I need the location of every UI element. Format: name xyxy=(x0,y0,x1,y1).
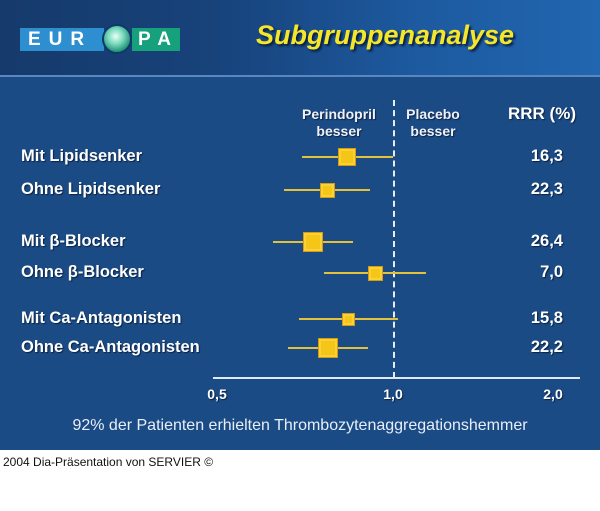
placebo-header-line2: besser xyxy=(410,123,456,139)
rrr-value: 15,8 xyxy=(530,309,563,327)
row-label: Mit Ca-Antagonisten xyxy=(21,309,182,327)
globe-icon xyxy=(102,24,132,54)
row-label: Mit Lipidsenker xyxy=(21,147,143,165)
europa-logo: EUR PA xyxy=(20,24,180,54)
header-divider xyxy=(0,75,600,77)
row-label: Mit β-Blocker xyxy=(21,232,126,250)
point-estimate-marker xyxy=(367,265,383,281)
point-estimate-marker xyxy=(318,338,338,358)
perindopril-header-line1: Perindopril xyxy=(302,106,376,122)
row-label: Ohne β-Blocker xyxy=(21,263,144,281)
placebo-header-line1: Placebo xyxy=(406,106,460,122)
logo-right-block: PA xyxy=(132,28,180,51)
copyright-credit: 2004 Dia-Präsentation von SERVIER © xyxy=(3,455,214,469)
logo-left-block: EUR xyxy=(20,28,104,51)
header-bar: EUR PA Subgruppenanalyse xyxy=(0,0,600,75)
x-tick-label: 2,0 xyxy=(543,386,563,402)
footnote: 92% der Patienten erhielten Thrombozyten… xyxy=(72,417,528,434)
x-tick-label: 0,5 xyxy=(207,386,227,402)
rrr-value: 26,4 xyxy=(530,232,563,250)
page-title: Subgruppenanalyse xyxy=(256,20,515,50)
x-axis-line xyxy=(213,377,580,379)
rrr-value: 22,2 xyxy=(530,338,563,356)
x-tick-label: 1,0 xyxy=(383,386,403,402)
logo-right-text: PA xyxy=(138,29,179,50)
point-estimate-marker xyxy=(341,312,355,326)
rrr-header: RRR (%) xyxy=(508,104,576,123)
point-estimate-marker xyxy=(319,182,335,198)
logo-left-text: EUR xyxy=(28,29,93,50)
point-estimate-marker xyxy=(338,148,356,166)
rrr-value: 7,0 xyxy=(540,263,563,281)
point-estimate-marker xyxy=(303,232,323,252)
perindopril-header-line2: besser xyxy=(316,123,362,139)
perindopril-better-header: Perindopril besser xyxy=(296,106,382,140)
placebo-better-header: Placebo besser xyxy=(398,106,468,140)
slide: EUR PA Subgruppenanalyse Perindopril bes… xyxy=(0,0,600,450)
forest-plot: 0,5 1,0 2,0 xyxy=(207,100,580,402)
rrr-value: 16,3 xyxy=(530,147,563,165)
reference-line-1 xyxy=(393,100,395,378)
row-label: Ohne Lipidsenker xyxy=(21,180,161,198)
rrr-value: 22,3 xyxy=(530,180,563,198)
row-label: Ohne Ca-Antagonisten xyxy=(21,338,200,356)
